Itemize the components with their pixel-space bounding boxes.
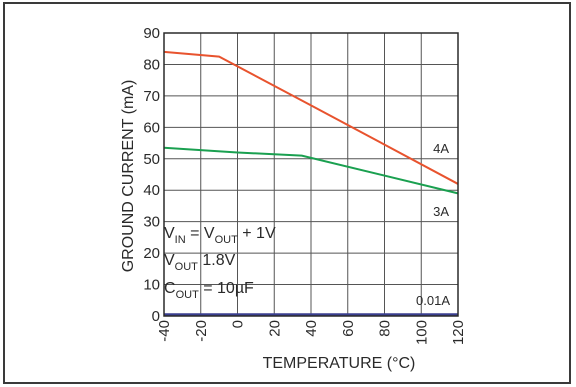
grid (164, 33, 458, 316)
y-tick-label-40: 40 (143, 182, 160, 199)
x-tick-label-100: 100 (413, 320, 430, 345)
figure-frame (3, 2, 571, 384)
vout-annotation: VOUT 1.8V (164, 252, 236, 273)
series-label-3a: 3A (433, 204, 449, 219)
y-tick-label-60: 60 (143, 119, 160, 136)
vin-annotation: VIN = VOUT + 1V (164, 225, 276, 246)
x-tick-label-60: 60 (340, 320, 357, 337)
x-tick-label--20: -20 (193, 320, 210, 342)
cout-annotation: COUT = 10µF (164, 280, 254, 301)
x-tick-label-120: 120 (450, 320, 467, 345)
series-label-4a: 4A (433, 141, 449, 156)
y-tick-label-50: 50 (143, 151, 160, 168)
y-tick-label-70: 70 (143, 88, 160, 105)
plot-border (163, 32, 459, 317)
y-tick-label-20: 20 (143, 245, 160, 262)
series-lines (163, 50, 459, 317)
x-tick-label--40: -40 (156, 320, 173, 342)
y-axis-title: GROUND CURRENT (mA) (120, 80, 137, 273)
x-tick-label-0: 0 (230, 320, 247, 328)
series-line-4A (163, 50, 459, 185)
x-tick-label-20: 20 (266, 320, 283, 337)
y-tick-label-10: 10 (143, 277, 160, 294)
x-tick-label-40: 40 (303, 320, 320, 337)
x-tick-label-80: 80 (377, 320, 394, 337)
x-tick-labels: -40 -20 0 20 40 60 80 100 120 (156, 320, 467, 345)
series-label-001a: 0.01A (416, 293, 450, 308)
y-tick-label-90: 90 (143, 25, 160, 42)
series-line-3A (163, 146, 459, 195)
x-axis-title: TEMPERATURE (°C) (263, 355, 416, 372)
y-tick-label-80: 80 (143, 56, 160, 73)
y-tick-label-0: 0 (152, 308, 160, 325)
y-tick-labels: 0 10 20 30 40 50 60 70 80 90 (143, 25, 160, 325)
y-tick-label-30: 30 (143, 214, 160, 231)
